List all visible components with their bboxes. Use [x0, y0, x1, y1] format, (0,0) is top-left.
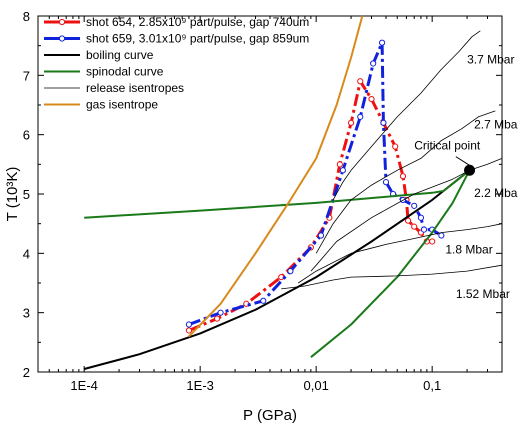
data-point [404, 217, 412, 224]
y-tick-label: 5 [23, 187, 30, 202]
series-line [297, 223, 503, 284]
data-point [378, 39, 386, 46]
annotation-label: 1.8 Mbar [445, 242, 492, 256]
data-point [185, 321, 193, 328]
data-point [382, 179, 390, 186]
critical-point-pointer [455, 156, 470, 166]
data-point [357, 78, 364, 85]
legend-marker [58, 35, 66, 42]
critical-point-marker [464, 164, 476, 176]
annotations: 3.7 Mbar 2.7 Mbar Critical point 2.2 Mbar 1.… [414, 52, 518, 300]
data-point [370, 60, 377, 67]
data-point [411, 202, 418, 209]
series-line [188, 41, 443, 326]
y-tick-label: 4 [23, 246, 30, 261]
annotation-label: 1.52 Mbar [456, 287, 510, 301]
annotation-label: Critical point [414, 139, 481, 153]
data-point [392, 143, 399, 150]
series-group [83, 15, 503, 370]
x-axis-title: P (GPa) [243, 407, 297, 424]
series-line [310, 169, 471, 358]
legend-marker [58, 18, 66, 26]
data-point [347, 119, 355, 126]
series-line [188, 15, 364, 338]
series-line [83, 169, 471, 370]
x-tick-label: 1E-4 [70, 378, 97, 393]
data-point [357, 113, 364, 120]
data-point [260, 297, 267, 304]
series-line [315, 110, 496, 254]
x-tick-label: 1E-3 [186, 378, 213, 393]
data-point [339, 167, 346, 174]
data-point [399, 173, 407, 180]
data-point [438, 232, 445, 239]
data-point [429, 238, 436, 245]
data-point [336, 161, 343, 168]
annotation-label: 2.2 Mbar [474, 186, 518, 200]
y-tick-label: 8 [23, 9, 30, 24]
legend-label: boiling curve [86, 48, 154, 62]
series-line [332, 30, 481, 201]
annotation-label: 3.7 Mbar [467, 52, 514, 66]
series-line [84, 169, 471, 219]
series-line [281, 264, 503, 290]
legend-label: shot 659, 3.01x10⁹ part/pulse, gap 859um [86, 32, 309, 46]
data-point [185, 327, 193, 334]
legend-label: shot 654, 2.85x10⁹ part/pulse, gap 740um [86, 15, 309, 29]
series-line [310, 158, 503, 272]
x-tick-label: 0,1 [423, 378, 441, 393]
legend-label: release isentropes [86, 81, 184, 95]
y-tick-label: 2 [23, 365, 30, 380]
data-point [214, 315, 221, 322]
y-tick-label: 7 [23, 68, 30, 83]
legend: shot 654, 2.85x10⁹ part/pulse, gap 740um… [44, 15, 309, 112]
y-tick-label: 3 [23, 306, 30, 321]
data-point [420, 226, 428, 233]
x-tick-label: 0,01 [304, 378, 329, 393]
y-axis-title: T (10³K) [4, 167, 21, 222]
legend-label: spinodal curve [86, 65, 164, 79]
data-point [368, 95, 375, 103]
axis-ticks: 1E-4 1E-3 0,01 0,1 2 3 4 5 6 7 8 [23, 9, 503, 393]
y-tick-label: 6 [23, 128, 30, 143]
data-point [317, 232, 325, 239]
annotation-label: 2.7 Mbar [474, 118, 518, 132]
data-point [411, 223, 418, 230]
legend-label: gas isentrope [86, 98, 158, 112]
data-point [287, 268, 294, 275]
data-point [417, 214, 425, 221]
data-point [380, 119, 387, 126]
data-point [217, 309, 224, 316]
